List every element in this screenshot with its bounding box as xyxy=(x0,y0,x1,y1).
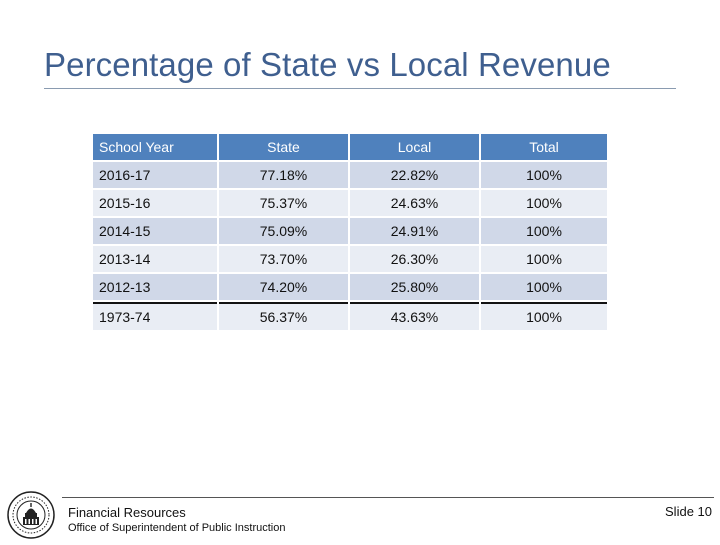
cell-state: 73.70% xyxy=(219,246,348,272)
cell-local: 26.30% xyxy=(350,246,479,272)
cell-total: 100% xyxy=(481,162,607,188)
cell-state: 75.09% xyxy=(219,218,348,244)
footer-rule xyxy=(62,497,714,498)
cell-total: 100% xyxy=(481,190,607,216)
cell-school-year: 2012-13 xyxy=(93,274,217,300)
cell-total: 100% xyxy=(481,246,607,272)
table-row: 1973-74 56.37% 43.63% 100% xyxy=(93,302,607,330)
cell-school-year: 1973-74 xyxy=(93,302,217,330)
table-row: 2013-14 73.70% 26.30% 100% xyxy=(93,246,607,272)
table-row: 2015-16 75.37% 24.63% 100% xyxy=(93,190,607,216)
table-row: 2014-15 75.09% 24.91% 100% xyxy=(93,218,607,244)
table-row: 2012-13 74.20% 25.80% 100% xyxy=(93,274,607,300)
cell-local: 25.80% xyxy=(350,274,479,300)
cell-local: 24.63% xyxy=(350,190,479,216)
header-total: Total xyxy=(481,134,607,160)
cell-state: 75.37% xyxy=(219,190,348,216)
slide-title: Percentage of State vs Local Revenue xyxy=(44,46,611,83)
cell-state: 74.20% xyxy=(219,274,348,300)
cell-total: 100% xyxy=(481,274,607,300)
header-state: State xyxy=(219,134,348,160)
cell-total: 100% xyxy=(481,302,607,330)
header-school-year: School Year xyxy=(93,134,217,160)
cell-school-year: 2014-15 xyxy=(93,218,217,244)
cell-local: 43.63% xyxy=(350,302,479,330)
cell-state: 56.37% xyxy=(219,302,348,330)
state-seal-icon xyxy=(6,490,56,540)
cell-school-year: 2013-14 xyxy=(93,246,217,272)
title-underline xyxy=(44,88,676,89)
cell-school-year: 2016-17 xyxy=(93,162,217,188)
cell-school-year: 2015-16 xyxy=(93,190,217,216)
table-header-row: School Year State Local Total xyxy=(93,134,607,160)
footer-office: Office of Superintendent of Public Instr… xyxy=(68,522,286,534)
revenue-table: School Year State Local Total 2016-17 77… xyxy=(91,132,609,332)
table-row: 2016-17 77.18% 22.82% 100% xyxy=(93,162,607,188)
cell-local: 24.91% xyxy=(350,218,479,244)
cell-local: 22.82% xyxy=(350,162,479,188)
slide-number: Slide 10 xyxy=(665,504,712,519)
footer-organization: Financial Resources xyxy=(68,505,186,520)
cell-state: 77.18% xyxy=(219,162,348,188)
cell-total: 100% xyxy=(481,218,607,244)
header-local: Local xyxy=(350,134,479,160)
